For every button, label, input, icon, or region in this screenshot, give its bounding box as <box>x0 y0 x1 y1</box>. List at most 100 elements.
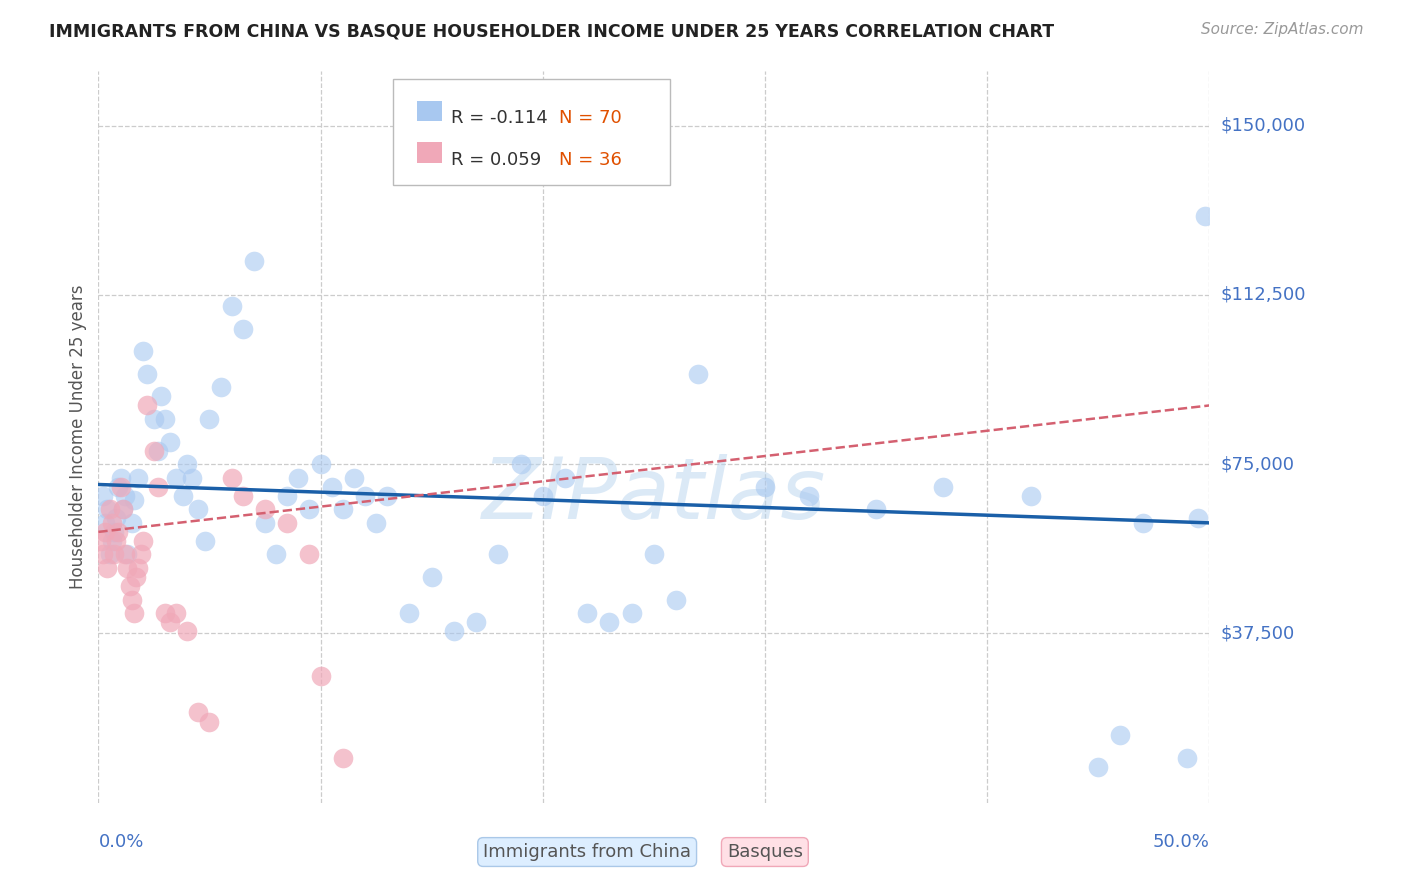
Y-axis label: Householder Income Under 25 years: Householder Income Under 25 years <box>69 285 87 590</box>
Point <box>132 344 155 359</box>
Point <box>1109 728 1132 742</box>
Point <box>148 443 170 458</box>
Point <box>136 367 159 381</box>
Point <box>375 489 398 503</box>
Point <box>103 548 125 562</box>
Point <box>531 489 554 503</box>
Point <box>598 615 620 630</box>
Point <box>799 489 821 503</box>
Point <box>159 615 181 630</box>
Point <box>620 606 643 620</box>
Text: $37,500: $37,500 <box>1220 624 1295 642</box>
Point <box>1021 489 1043 503</box>
Point <box>98 548 121 562</box>
Point <box>107 524 129 539</box>
Point <box>298 548 321 562</box>
Point <box>194 533 217 548</box>
Point <box>465 615 488 630</box>
Point <box>117 548 139 562</box>
Point <box>332 502 354 516</box>
Point <box>309 457 332 471</box>
Point <box>1087 760 1109 774</box>
Text: 50.0%: 50.0% <box>1153 833 1209 851</box>
Point <box>354 489 377 503</box>
Point <box>176 624 198 639</box>
Point <box>198 714 221 729</box>
Point <box>105 533 128 548</box>
Point <box>107 480 129 494</box>
Point <box>125 570 148 584</box>
Point <box>143 443 166 458</box>
Text: IMMIGRANTS FROM CHINA VS BASQUE HOUSEHOLDER INCOME UNDER 25 YEARS CORRELATION CH: IMMIGRANTS FROM CHINA VS BASQUE HOUSEHOL… <box>49 22 1054 40</box>
Point <box>110 471 132 485</box>
Point <box>127 471 149 485</box>
Point <box>276 516 298 530</box>
Point <box>232 489 254 503</box>
Point <box>94 524 117 539</box>
Point <box>114 489 136 503</box>
Point <box>90 533 112 548</box>
Point <box>688 367 710 381</box>
Point <box>309 669 332 683</box>
Point <box>136 399 159 413</box>
Point <box>343 471 366 485</box>
Point <box>243 254 266 268</box>
Point <box>643 548 665 562</box>
Text: N = 36: N = 36 <box>560 151 623 169</box>
Text: $112,500: $112,500 <box>1220 285 1306 304</box>
Point <box>221 299 243 313</box>
Point <box>287 471 309 485</box>
Point <box>148 480 170 494</box>
Point <box>114 548 136 562</box>
Point <box>122 493 145 508</box>
Text: $150,000: $150,000 <box>1220 117 1305 135</box>
Text: Source: ZipAtlas.com: Source: ZipAtlas.com <box>1201 22 1364 37</box>
Point <box>110 480 132 494</box>
Text: $75,000: $75,000 <box>1220 455 1295 473</box>
Point <box>98 502 121 516</box>
Point <box>298 502 321 516</box>
Point <box>253 516 276 530</box>
Point <box>398 606 420 620</box>
Point <box>865 502 887 516</box>
FancyBboxPatch shape <box>418 101 441 121</box>
Point <box>94 516 117 530</box>
Text: N = 70: N = 70 <box>560 110 621 128</box>
Point <box>122 606 145 620</box>
Point <box>931 480 953 494</box>
Point <box>127 561 149 575</box>
Point <box>165 471 187 485</box>
Point <box>509 457 531 471</box>
Point <box>165 606 187 620</box>
Point <box>187 502 209 516</box>
Point <box>117 561 139 575</box>
Point <box>96 561 118 575</box>
FancyBboxPatch shape <box>418 143 441 163</box>
Point <box>172 489 194 503</box>
Point <box>159 434 181 449</box>
Point <box>100 516 122 530</box>
Point <box>103 524 125 539</box>
Point <box>132 533 155 548</box>
Point <box>264 548 287 562</box>
Text: Immigrants from China: Immigrants from China <box>484 843 692 861</box>
Point <box>153 606 176 620</box>
Point <box>121 516 143 530</box>
Text: 0.0%: 0.0% <box>98 833 143 851</box>
Point <box>176 457 198 471</box>
Point <box>1132 516 1154 530</box>
Point <box>366 516 388 530</box>
Point <box>96 502 118 516</box>
Point <box>118 579 141 593</box>
Point <box>321 480 343 494</box>
Point <box>754 480 776 494</box>
Point <box>180 471 202 485</box>
Point <box>187 706 209 720</box>
Point <box>149 389 172 403</box>
Point <box>111 502 134 516</box>
Point <box>253 502 276 516</box>
Point <box>209 380 232 394</box>
Point <box>420 570 443 584</box>
Point <box>121 592 143 607</box>
Point <box>576 606 599 620</box>
